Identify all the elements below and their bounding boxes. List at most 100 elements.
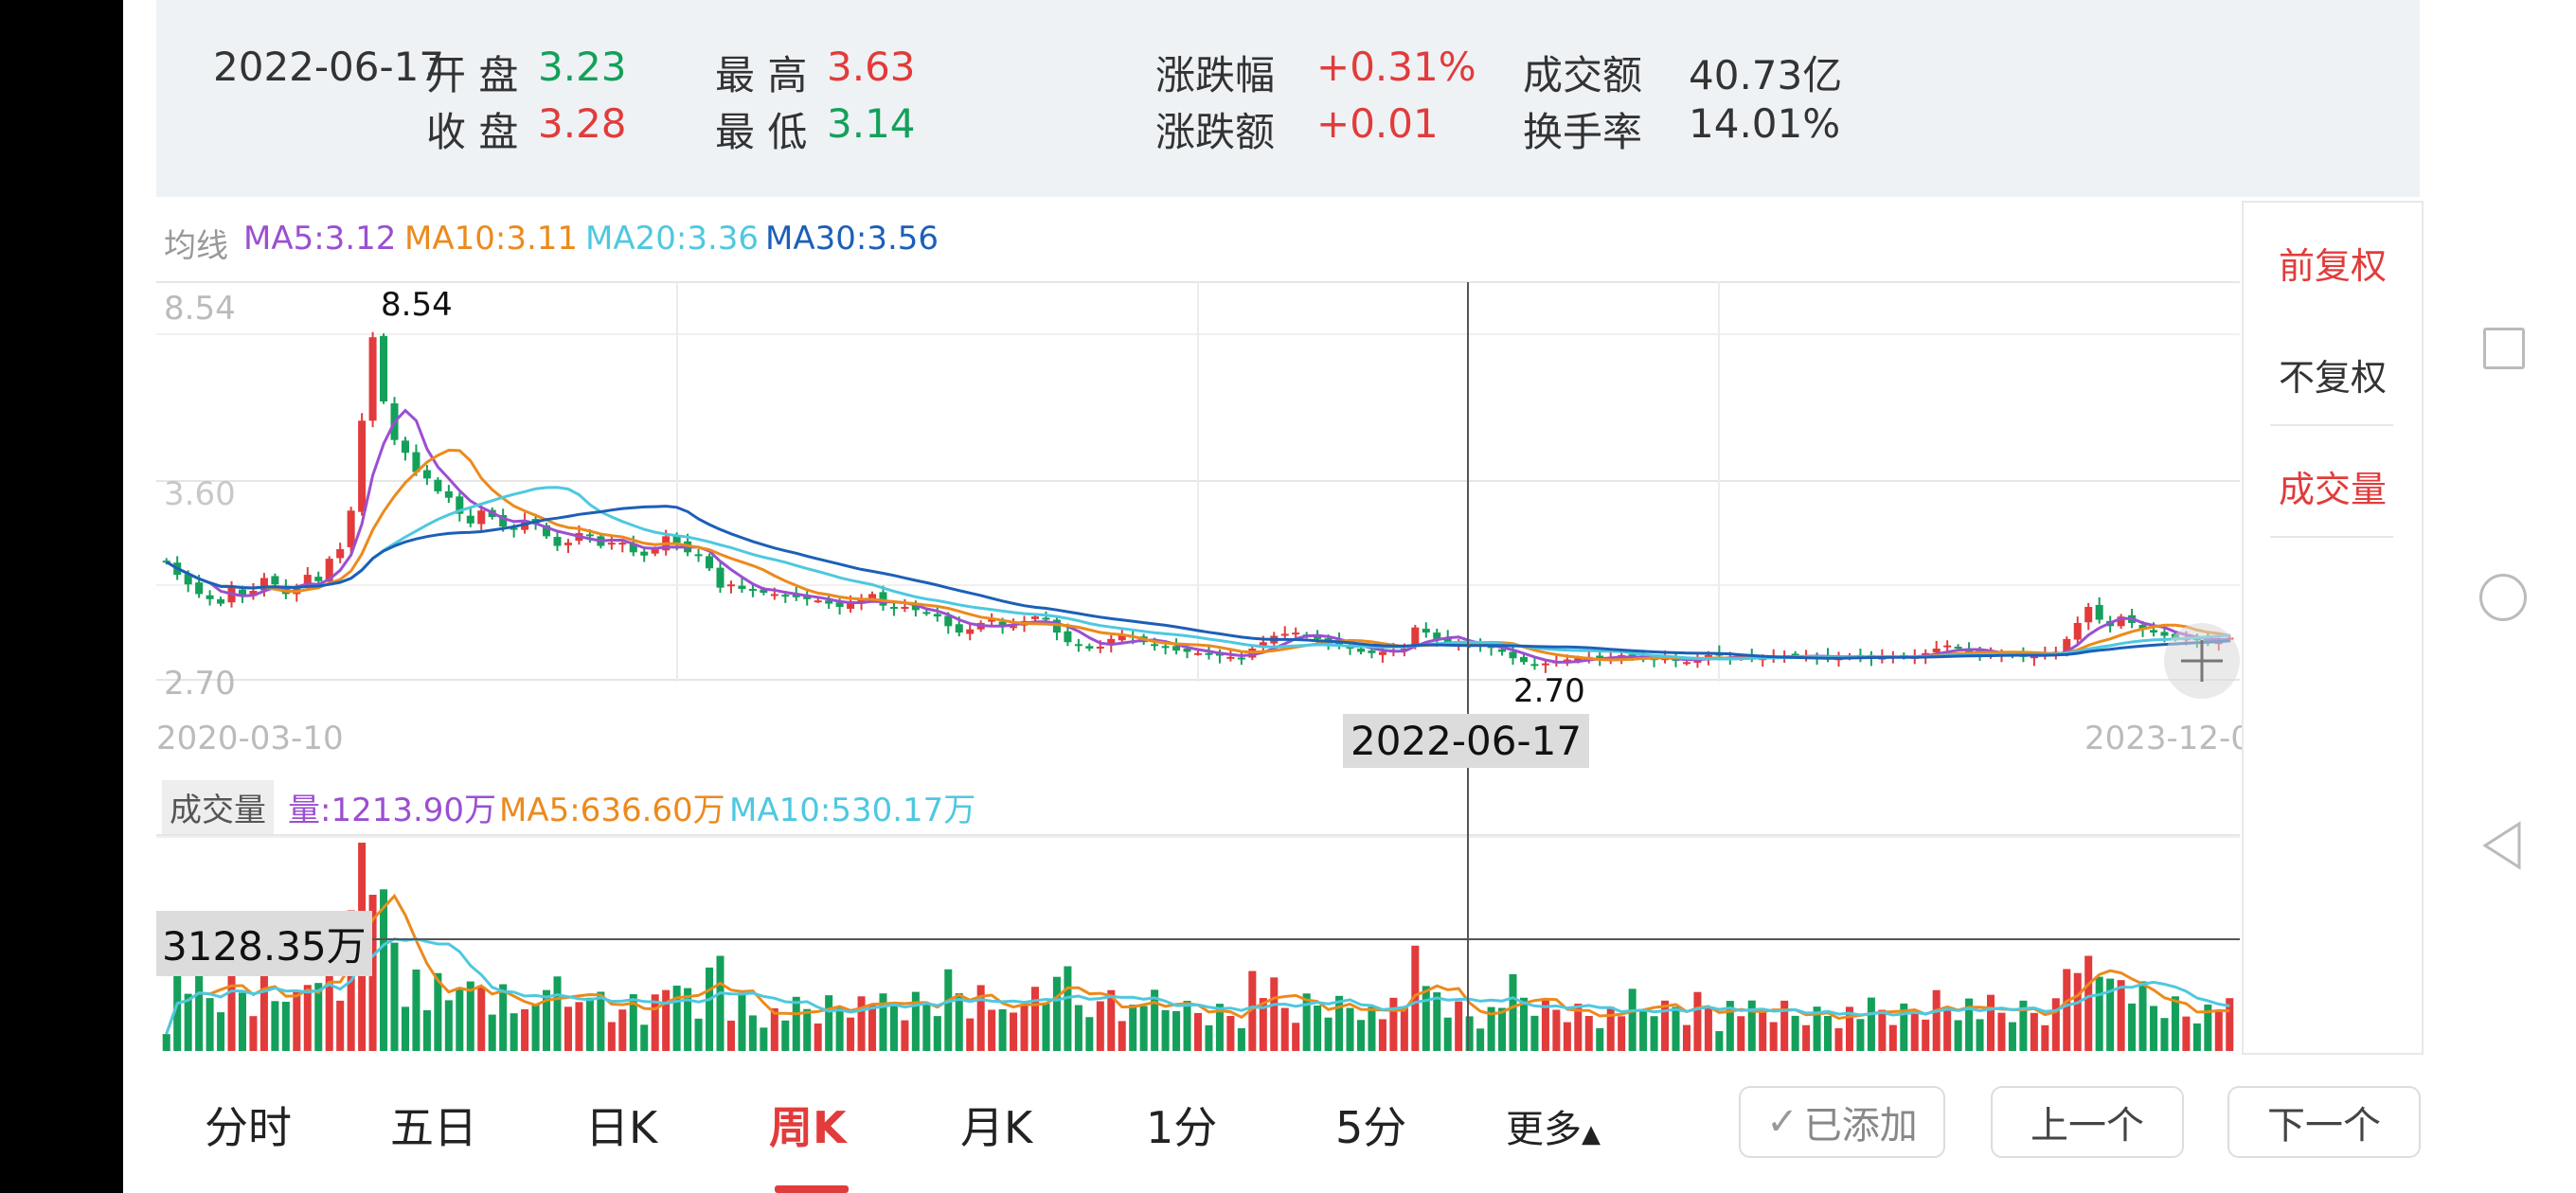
candle-body bbox=[672, 536, 681, 543]
candle-body bbox=[1118, 635, 1126, 641]
candle-body bbox=[966, 629, 975, 634]
volume-bar bbox=[477, 987, 486, 1051]
volume-bar bbox=[1183, 1001, 1191, 1051]
volume-bar bbox=[2128, 1003, 2137, 1051]
volume-bar bbox=[640, 1024, 649, 1051]
volume-indicator-option[interactable]: 成交量 bbox=[2278, 469, 2387, 510]
volume-bar bbox=[1715, 1031, 1724, 1051]
volume-bar bbox=[1932, 989, 1941, 1051]
volume-bar bbox=[1118, 1021, 1126, 1051]
candle-body bbox=[162, 561, 170, 563]
volume-bar bbox=[1759, 1009, 1767, 1051]
volume-bar bbox=[238, 992, 247, 1051]
back-icon[interactable] bbox=[2481, 820, 2523, 871]
volume-bar bbox=[1845, 1006, 1853, 1051]
candle-body bbox=[271, 576, 279, 585]
tab-more[interactable]: 更多▲ bbox=[1506, 1098, 1601, 1153]
date-end-label: 2023-12-08 bbox=[2084, 720, 2272, 757]
candle-body bbox=[1943, 645, 1952, 648]
candle-body bbox=[553, 537, 562, 546]
tab-5-minute[interactable]: 5分 bbox=[1335, 1102, 1407, 1153]
high-label: 最 高 bbox=[715, 52, 808, 98]
volume-bar bbox=[1215, 1004, 1224, 1051]
volume-bar bbox=[1042, 1003, 1050, 1051]
candle-body bbox=[922, 612, 931, 614]
candle-body bbox=[2095, 604, 2103, 620]
volume-bar bbox=[1259, 998, 1267, 1051]
candle-body bbox=[998, 621, 1007, 627]
volume-bar bbox=[2171, 996, 2179, 1051]
volume-bar bbox=[1563, 1022, 1571, 1051]
added-button[interactable]: ✓ 已添加 bbox=[1739, 1086, 1945, 1158]
candle-body bbox=[1378, 651, 1386, 655]
volume-bar bbox=[2019, 1000, 2028, 1051]
volume-bar bbox=[195, 970, 204, 1051]
tab-monthly-k[interactable]: 月K bbox=[960, 1102, 1033, 1153]
volume-bar bbox=[1769, 1022, 1778, 1051]
volume-bar bbox=[2084, 955, 2093, 1051]
volume-bar bbox=[173, 972, 182, 1051]
home-icon[interactable] bbox=[2479, 574, 2527, 621]
candle-body bbox=[1530, 664, 1539, 667]
candle-body bbox=[944, 615, 953, 627]
candle-body bbox=[510, 527, 518, 530]
prev-stock-button[interactable]: 上一个 bbox=[1991, 1086, 2184, 1158]
volume-bar bbox=[271, 1001, 279, 1051]
volume-bar bbox=[1280, 1007, 1289, 1051]
change-pct-label: 涨跌幅 bbox=[1155, 52, 1276, 98]
candle-body bbox=[259, 578, 268, 591]
tab-weekly-k[interactable]: 周K bbox=[769, 1102, 847, 1153]
volume-bar bbox=[1292, 1023, 1300, 1051]
volume-bar bbox=[259, 969, 268, 1051]
volume-bar bbox=[792, 996, 800, 1051]
tab-daily-k[interactable]: 日K bbox=[585, 1102, 658, 1153]
volume-bar bbox=[325, 950, 333, 1051]
volume-bar bbox=[944, 969, 953, 1051]
candle-body bbox=[195, 582, 204, 595]
volume-bar bbox=[1737, 1016, 1745, 1051]
candle-body bbox=[303, 575, 312, 587]
volume-bar bbox=[2149, 1006, 2158, 1051]
volume-bar bbox=[1074, 1005, 1082, 1051]
kline-chart-panel[interactable]: 均线 MA5:3.12 MA10:3.11 MA20:3.36 MA30:3.5… bbox=[156, 199, 2272, 1051]
side-divider bbox=[2270, 424, 2393, 426]
amount-value: 40.73亿 bbox=[1689, 52, 1843, 98]
candle-body bbox=[640, 551, 649, 556]
next-stock-button[interactable]: 下一个 bbox=[2227, 1086, 2421, 1158]
tab-1-minute[interactable]: 1分 bbox=[1146, 1102, 1218, 1153]
forward-adjust-option[interactable]: 前复权 bbox=[2278, 245, 2387, 287]
volume-bar bbox=[1910, 1012, 1919, 1051]
amount-label: 成交额 bbox=[1523, 52, 1643, 98]
candle-body bbox=[1096, 647, 1104, 650]
volume-bar bbox=[706, 967, 714, 1051]
check-icon: ✓ bbox=[1766, 1100, 1798, 1144]
volume-bar bbox=[206, 998, 214, 1051]
candle-body bbox=[238, 589, 247, 596]
volume-bar bbox=[1791, 1015, 1799, 1051]
candle-body bbox=[1400, 649, 1408, 651]
volume-bar bbox=[1020, 1005, 1029, 1051]
volume-bar bbox=[1552, 1009, 1561, 1051]
volume-bar bbox=[466, 981, 474, 1051]
volume-bar bbox=[434, 972, 442, 1051]
recent-apps-icon[interactable] bbox=[2483, 328, 2525, 369]
tab-intraday[interactable]: 分时 bbox=[205, 1102, 292, 1153]
volume-bar bbox=[889, 1003, 898, 1051]
tab-five-day[interactable]: 五日 bbox=[390, 1102, 477, 1153]
volume-bar bbox=[803, 1008, 812, 1051]
volume-bar bbox=[303, 985, 312, 1051]
candle-body bbox=[1085, 646, 1094, 650]
volume-bar bbox=[1064, 966, 1072, 1051]
volume-bar bbox=[1530, 1015, 1539, 1051]
candle-body bbox=[1161, 646, 1170, 649]
left-black-edge bbox=[0, 0, 123, 1193]
volume-bar bbox=[760, 1027, 768, 1051]
volume-bar bbox=[543, 989, 551, 1051]
open-label: 开 盘 bbox=[426, 52, 519, 98]
volume-bar bbox=[726, 1020, 735, 1051]
volume-bar bbox=[825, 995, 833, 1051]
volume-bar bbox=[184, 993, 192, 1051]
no-adjust-option[interactable]: 不复权 bbox=[2278, 357, 2387, 399]
volume-bar bbox=[1193, 1012, 1203, 1051]
volume-bar bbox=[1954, 1020, 1962, 1051]
